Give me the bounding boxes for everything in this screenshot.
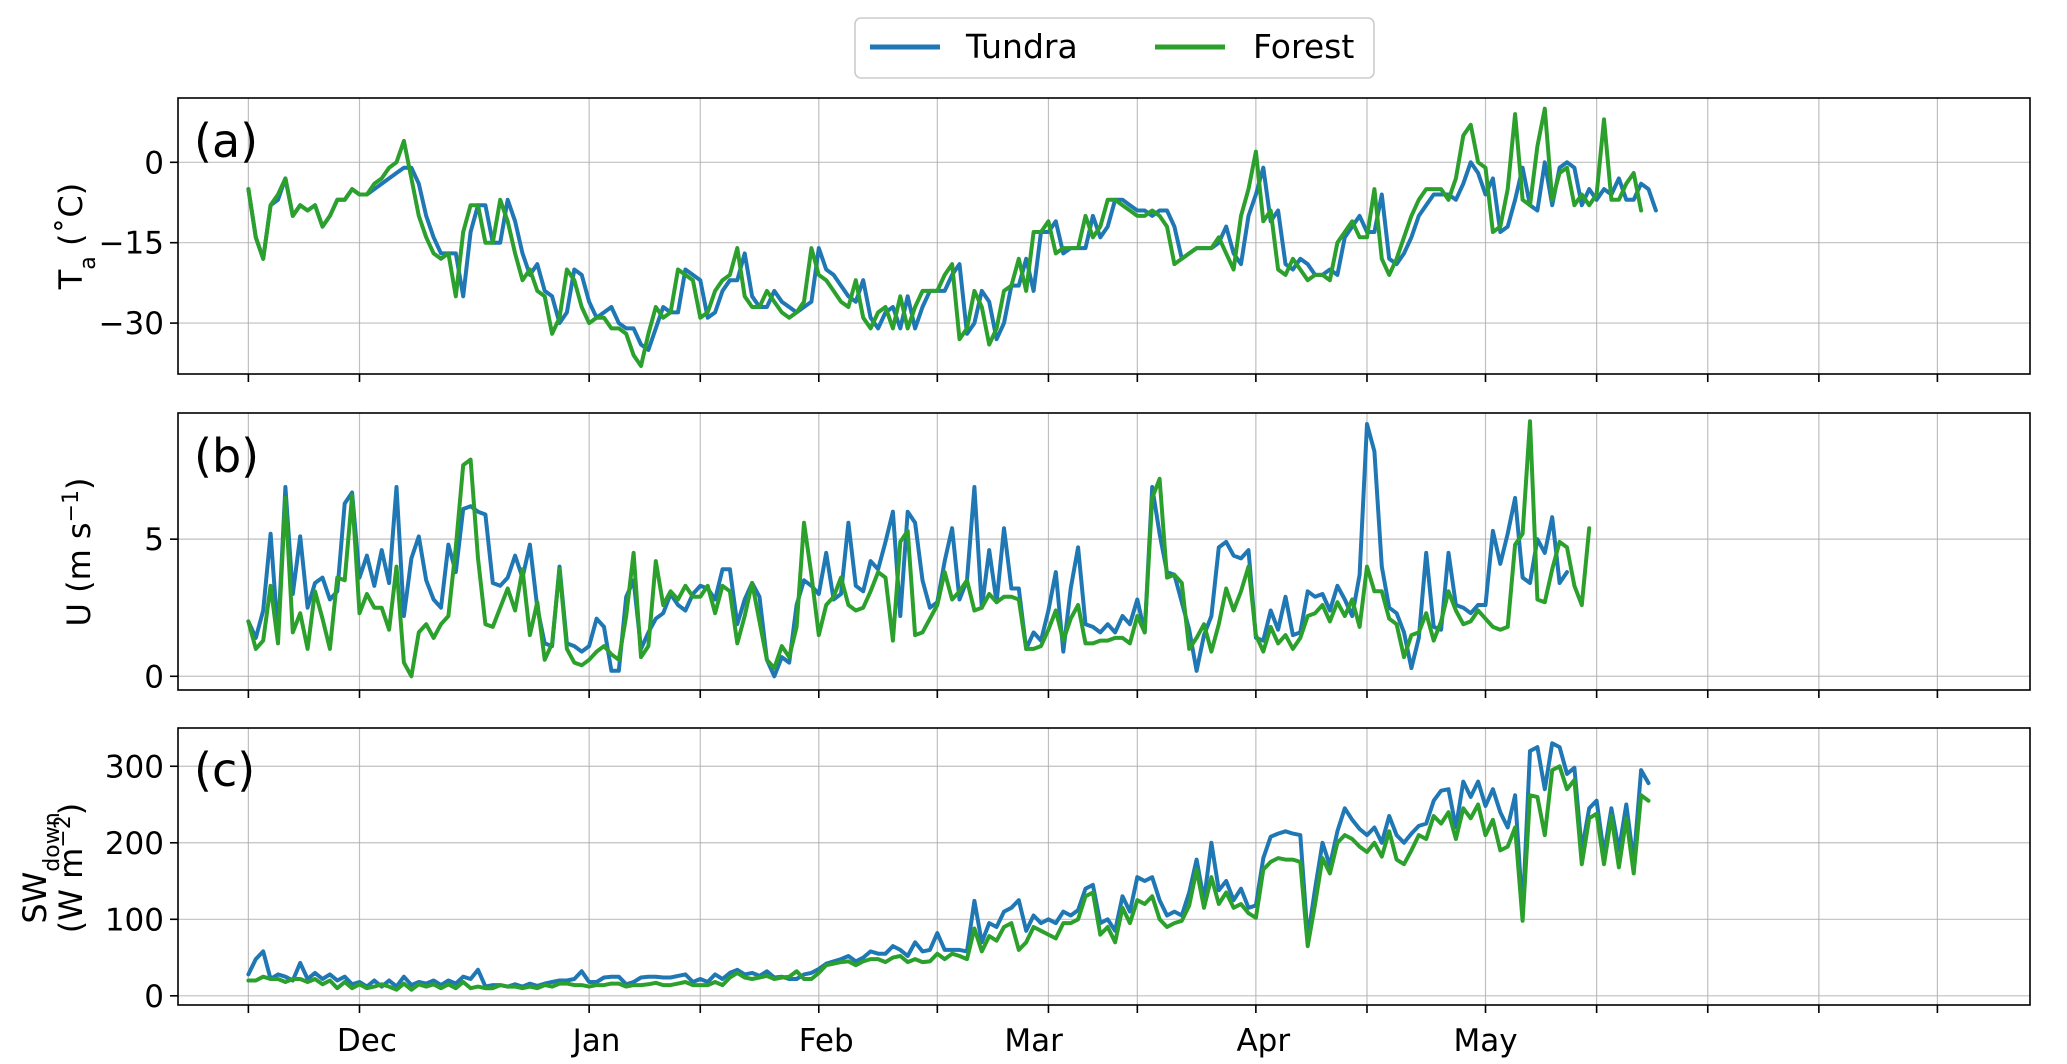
legend-label-tundra: Tundra — [965, 27, 1078, 66]
x-tick-label: Mar — [1004, 1023, 1063, 1059]
series-line-forest — [246, 764, 1651, 992]
y-tick-label: 100 — [105, 902, 164, 938]
panel-c-yticks: 0 100 200 300 — [105, 749, 178, 1015]
panel-a-grid — [178, 98, 2030, 374]
series-line-tundra — [246, 422, 1569, 679]
series-line-tundra — [246, 741, 1651, 989]
series-line-forest — [246, 419, 1592, 679]
y-tick-label: 0 — [144, 979, 164, 1015]
panel-c-series — [246, 741, 1651, 992]
panel-b-series — [246, 419, 1592, 679]
panel-a-yticks: 0 −15 −30 — [99, 145, 178, 342]
y-tick-label: 5 — [144, 522, 164, 558]
panel-a-ylabel: Ta (˚C) — [52, 183, 101, 291]
panel-c-ylabel-line2: (W m−2) — [51, 803, 91, 933]
x-tick-label: Jan — [571, 1023, 621, 1059]
panel-b-label: (b) — [194, 429, 259, 483]
x-tick-label: Feb — [799, 1023, 854, 1059]
panel-c-label: (c) — [194, 743, 255, 797]
panel-b-yticks: 05 — [144, 522, 178, 695]
y-tick-label: 200 — [105, 826, 164, 862]
y-tick-label: 300 — [105, 749, 164, 785]
panel-c-grid — [178, 728, 2030, 1005]
panel-c-xticks — [247, 1005, 1939, 1013]
y-tick-label: −15 — [99, 226, 164, 262]
panel-b-xticks — [247, 690, 1939, 698]
panel-b: 05 (b) U (m s−1) — [59, 412, 2031, 698]
panel-c-frame — [177, 727, 2031, 1006]
panel-b-frame — [177, 412, 2031, 691]
legend-frame — [854, 17, 1375, 79]
legend: Tundra Forest — [854, 17, 1375, 79]
legend-label-forest: Forest — [1253, 27, 1354, 66]
panel-b-ylabel: U (m s−1) — [59, 477, 99, 626]
panel-a-xticks — [247, 374, 1939, 382]
panel-c-ylabel-line1: SWdown — [16, 812, 65, 923]
panel-c: 0 100 200 300 (c) SWdown (W m−2) — [16, 727, 2031, 1015]
panel-a-frame — [177, 97, 2031, 375]
panel-a: 0 −15 −30 (a) Ta (˚C) — [52, 97, 2031, 382]
y-tick-label: 0 — [144, 659, 164, 695]
x-axis-month-labels: Dec Jan Feb Mar Apr May — [337, 1023, 1518, 1059]
panel-a-label: (a) — [194, 114, 258, 168]
x-tick-label: Dec — [337, 1023, 397, 1059]
series-line-forest — [246, 106, 1644, 368]
panel-a-series — [246, 106, 1658, 368]
x-tick-label: May — [1453, 1023, 1517, 1059]
y-tick-label: 0 — [144, 145, 164, 181]
y-tick-label: −30 — [99, 306, 164, 342]
x-tick-label: Apr — [1236, 1023, 1290, 1059]
